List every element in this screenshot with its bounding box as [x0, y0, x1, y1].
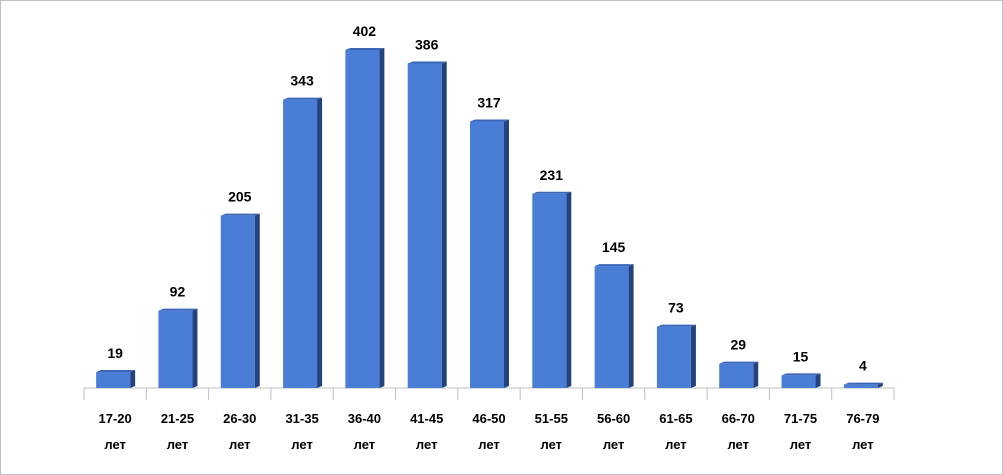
x-tick-label: 51-55 лет — [534, 411, 568, 452]
x-tick-label: 66-70 лет — [721, 411, 755, 452]
x-tick-label: 46-50 лет — [472, 411, 506, 452]
bar — [656, 324, 696, 388]
bar — [345, 48, 385, 388]
value-label: 15 — [793, 348, 809, 364]
value-label: 92 — [170, 284, 186, 300]
x-tick-label: 76-79 лет — [846, 411, 880, 452]
bar — [532, 191, 572, 388]
bar — [158, 308, 198, 388]
bar — [96, 370, 136, 388]
bar — [470, 119, 509, 389]
x-tick-label: 56-60 лет — [596, 411, 631, 452]
bar — [283, 97, 323, 388]
value-label: 29 — [730, 337, 746, 353]
bar — [594, 264, 634, 388]
bar — [220, 213, 260, 388]
x-tick-label: 61-65 лет — [659, 411, 693, 452]
value-label: 386 — [415, 36, 439, 52]
value-label: 73 — [668, 300, 684, 316]
x-tick-label: 71-75 лет — [783, 411, 818, 452]
x-tick-label: 41-45 лет — [410, 411, 444, 452]
x-tick-label: 36-40 лет — [347, 411, 381, 452]
bar — [719, 361, 759, 388]
x-tick-label: 21-25 лет — [160, 411, 195, 452]
value-label: 145 — [602, 239, 626, 255]
value-label: 205 — [228, 189, 252, 205]
value-label: 317 — [477, 94, 501, 110]
x-tick-label: 17-20 лет — [98, 411, 132, 452]
value-label: 402 — [353, 23, 377, 39]
value-label: 343 — [290, 73, 314, 89]
bar — [781, 373, 821, 388]
bar — [843, 382, 883, 388]
value-label: 231 — [540, 167, 564, 183]
value-label: 19 — [107, 345, 123, 361]
x-tick-label: 31-35 лет — [285, 411, 319, 452]
value-label: 4 — [859, 358, 867, 374]
x-tick-label: 26-30 лет — [223, 411, 257, 452]
bar — [407, 61, 447, 389]
